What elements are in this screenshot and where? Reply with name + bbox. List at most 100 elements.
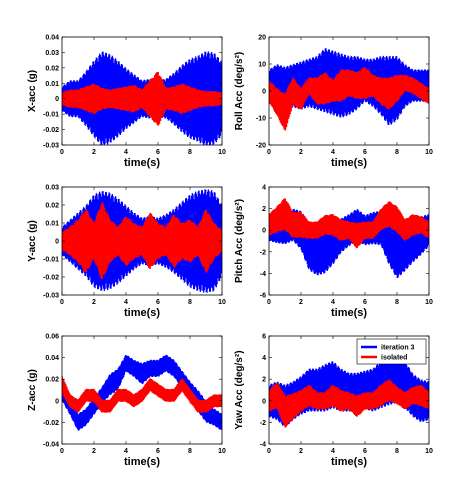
x-tick-label: 6 <box>363 448 367 455</box>
y-tick-label: 0 <box>262 228 266 235</box>
x-tick-label: 2 <box>92 448 96 455</box>
y-tick-label: -2 <box>260 249 266 256</box>
x-tick-label: 2 <box>299 149 303 156</box>
x-tick-label: 2 <box>299 448 303 455</box>
x-tick-label: 6 <box>156 149 160 156</box>
y-tick-label: 0.02 <box>45 65 59 72</box>
x-axis-label: time(s) <box>331 307 367 319</box>
x-tick-label: 8 <box>395 149 399 156</box>
legend-box <box>356 338 427 365</box>
y-tick-label: 0.04 <box>45 355 59 362</box>
x-axis-label: time(s) <box>331 157 367 169</box>
y-tick-label: 0.04 <box>45 35 59 42</box>
x-tick-label: 6 <box>363 149 367 156</box>
y-tick-label: 0.03 <box>45 185 59 192</box>
y-tick-label: -4 <box>260 442 266 449</box>
x-tick-label: 0 <box>267 299 271 306</box>
legend: iteration 3 isolated <box>356 338 427 365</box>
y-axis-label: Z-acc (g) <box>27 369 38 411</box>
y-tick-label: -0.03 <box>43 143 59 150</box>
y-tick-label: 2 <box>262 377 266 384</box>
x-axis-label: time(s) <box>124 307 160 319</box>
x-tick-label: 0 <box>60 149 64 156</box>
y-tick-label: -2 <box>260 420 266 427</box>
y-tick-label: 4 <box>262 185 266 192</box>
series-line-isolated <box>269 67 429 131</box>
series-line-isolated <box>62 376 222 413</box>
x-tick-label: 6 <box>363 299 367 306</box>
y-tick-label: 6 <box>262 334 266 341</box>
x-tick-label: 8 <box>188 299 192 306</box>
x-axis-label: time(s) <box>124 157 160 169</box>
series-line-isolated <box>62 71 222 126</box>
y-axis-label: Pitch Acc (deg/s²) <box>234 199 245 283</box>
x-tick-label: 4 <box>331 149 335 156</box>
y-tick-label: -4 <box>260 271 266 278</box>
y-tick-label: 0.02 <box>45 203 59 210</box>
x-tick-label: 0 <box>267 448 271 455</box>
x-axis-label: time(s) <box>124 456 160 468</box>
y-tick-label: 10 <box>258 62 266 69</box>
chart-panel-x-acc: 0 2 4 6 8 10 -0.03 -0.02 -0.01 0 0.01 0.02 0.03 0.04 t… <box>27 35 226 170</box>
x-tick-label: 2 <box>92 149 96 156</box>
y-tick-label: -0.04 <box>43 442 59 449</box>
x-tick-label: 8 <box>188 149 192 156</box>
legend-entry-label: isolated <box>381 355 407 362</box>
x-tick-label: 8 <box>395 448 399 455</box>
axes-frame <box>268 335 430 445</box>
axes-frame <box>268 186 430 296</box>
x-tick-label: 8 <box>395 299 399 306</box>
series-line-isolated <box>269 198 429 249</box>
y-tick-label: -0.03 <box>43 293 59 300</box>
y-axis-label: Y-acc (g) <box>27 220 38 262</box>
x-tick-label: 10 <box>425 448 433 455</box>
y-axis-label: Roll Acc (deg/s²) <box>234 52 245 131</box>
x-tick-label: 10 <box>218 448 226 455</box>
x-tick-label: 0 <box>267 149 271 156</box>
y-tick-label: 20 <box>258 35 266 42</box>
y-tick-label: -0.02 <box>43 420 59 427</box>
y-tick-label: -0.02 <box>43 275 59 282</box>
y-tick-label: -6 <box>260 293 266 300</box>
y-tick-label: -20 <box>256 143 266 150</box>
y-tick-label: 0.01 <box>45 221 59 228</box>
x-axis-label: time(s) <box>331 456 367 468</box>
x-tick-label: 10 <box>425 299 433 306</box>
y-tick-label: 0.03 <box>45 50 59 57</box>
y-tick-label: -0.01 <box>43 112 59 119</box>
x-tick-label: 6 <box>156 448 160 455</box>
chart-panel-roll-acc: 0 2 4 6 8 10 -20 -10 0 10 20 time(s) Roll Acc (deg/s… <box>234 35 433 170</box>
y-tick-label: 0 <box>262 398 266 405</box>
series-line-isolated <box>62 202 222 280</box>
y-tick-label: -0.02 <box>43 127 59 134</box>
x-tick-label: 4 <box>124 149 128 156</box>
y-tick-label: 0.01 <box>45 81 59 88</box>
x-tick-label: 0 <box>60 448 64 455</box>
y-tick-label: 0 <box>262 89 266 96</box>
x-tick-label: 0 <box>60 299 64 306</box>
x-tick-label: 4 <box>124 299 128 306</box>
x-tick-label: 4 <box>331 299 335 306</box>
y-tick-label: 0 <box>55 398 59 405</box>
chart-panel-y-acc: 0 2 4 6 8 10 -0.03 -0.02 -0.01 0 0.01 0.02 0.03 time(… <box>27 185 226 320</box>
x-tick-label: 10 <box>218 149 226 156</box>
legend-entry-label: iteration 3 <box>381 345 415 352</box>
x-tick-label: 10 <box>218 299 226 306</box>
x-tick-label: 6 <box>156 299 160 306</box>
y-tick-label: 0 <box>55 96 59 103</box>
x-tick-label: 4 <box>124 448 128 455</box>
y-tick-label: -10 <box>256 116 266 123</box>
x-tick-label: 2 <box>92 299 96 306</box>
y-tick-label: 0.06 <box>45 334 59 341</box>
x-tick-label: 4 <box>331 448 335 455</box>
y-tick-label: -0.01 <box>43 257 59 264</box>
axes-frame <box>61 335 223 445</box>
x-tick-label: 10 <box>425 149 433 156</box>
y-axis-label: X-acc (g) <box>27 70 38 112</box>
y-tick-label: 4 <box>262 355 266 362</box>
y-tick-label: 2 <box>262 206 266 213</box>
y-tick-label: 0 <box>55 239 59 246</box>
